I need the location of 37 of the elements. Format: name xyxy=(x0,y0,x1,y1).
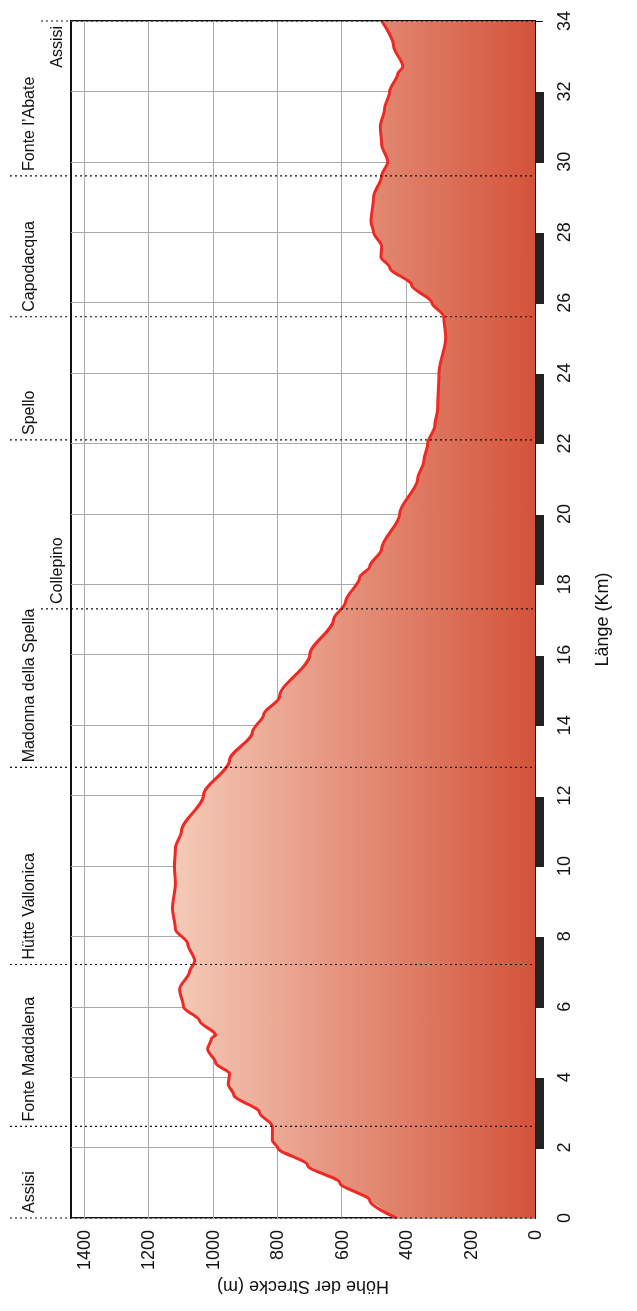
ref-line-label: Assisi xyxy=(47,26,65,68)
y-axis-title: Länge (Km) xyxy=(592,572,612,667)
y-tick-label: 2 xyxy=(554,1142,574,1153)
ref-line-label: Assisi xyxy=(19,1171,37,1213)
y-tick-label: 14 xyxy=(554,715,574,736)
x-tick-label: 1200 xyxy=(138,1230,159,1271)
x-tick-label: 800 xyxy=(267,1230,288,1261)
y-tick-label: 18 xyxy=(554,574,574,595)
ref-line-label: Hütte Vallonica xyxy=(19,852,37,960)
y-tick-label: 26 xyxy=(554,292,574,313)
ref-line-label: Fonte l’Abate xyxy=(19,76,37,171)
y-tick-label: 28 xyxy=(554,222,574,243)
y-tick-label: 6 xyxy=(554,1001,574,1012)
y-tick-label: 24 xyxy=(554,363,574,384)
y-tick-label: 32 xyxy=(554,81,574,102)
y-tick-label: 22 xyxy=(554,433,574,454)
x-tick-label: 200 xyxy=(460,1230,481,1261)
y-tick-label: 10 xyxy=(554,855,574,876)
y-tick-label: 0 xyxy=(554,1212,574,1224)
ref-line-label: Collepino xyxy=(47,537,65,604)
x-tick-label: 0 xyxy=(525,1230,545,1241)
y-tick-label: 16 xyxy=(554,644,574,665)
y-tick-label: 30 xyxy=(554,151,574,172)
x-tick-label: 1400 xyxy=(73,1230,94,1271)
y-tick-label: 4 xyxy=(554,1072,574,1083)
y-tick-label: 20 xyxy=(554,503,574,524)
y-tick-label: 8 xyxy=(554,931,574,942)
ref-line-label: Capodacqua xyxy=(19,220,37,312)
x-axis-title: Höhe der Strecke (m) xyxy=(216,1276,390,1297)
ref-line-label: Madonna della Spella xyxy=(19,608,37,763)
x-tick-label: 400 xyxy=(396,1230,417,1261)
x-tick-label: 600 xyxy=(331,1230,352,1261)
y-tick-label: 34 xyxy=(554,11,574,32)
ref-line-label: Spello xyxy=(19,390,37,435)
y-tick-label: 12 xyxy=(554,785,574,806)
ref-line-label: Fonte Maddalena xyxy=(19,996,37,1122)
x-tick-label: 1000 xyxy=(202,1230,223,1271)
